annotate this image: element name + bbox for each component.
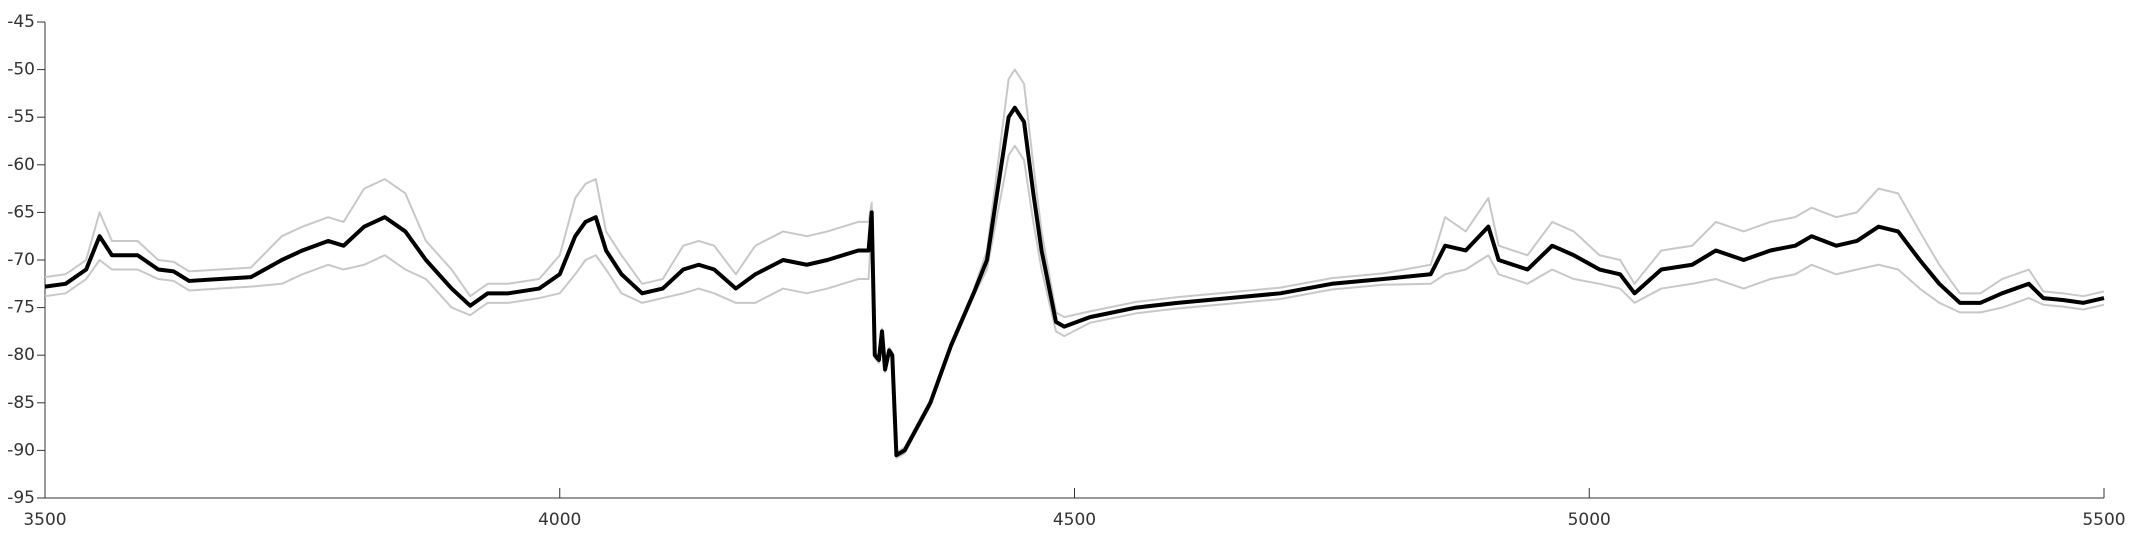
y-tick-label: -60 [7,155,35,175]
y-tick-label: -45 [7,12,35,32]
x-tick-label: 4500 [1053,510,1096,530]
x-tick-label: 5500 [2082,510,2125,530]
series-line [44,68,2105,454]
series-line [44,105,2105,458]
series-line [44,144,2105,460]
y-tick-label: -65 [7,202,35,222]
y-tick-label: -75 [7,298,35,318]
x-tick-label: 5000 [1568,510,1611,530]
y-tick-label: -55 [7,107,35,127]
y-tick-label: -70 [7,250,35,270]
x-tick-label: 3500 [23,510,66,530]
y-tick-label: -95 [7,488,35,508]
y-tick-label: -85 [7,393,35,413]
y-tick-label: -90 [7,440,35,460]
y-tick-label: -80 [7,345,35,365]
x-tick-label: 4000 [538,510,581,530]
y-tick-label: -50 [7,60,35,80]
